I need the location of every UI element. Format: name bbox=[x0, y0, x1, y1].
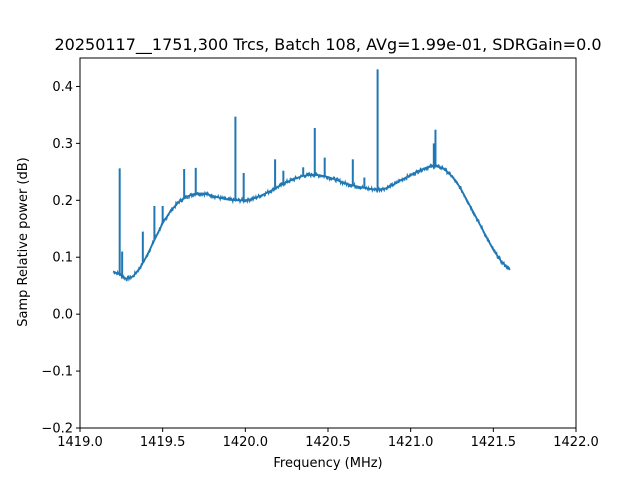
y-tick-label: 0.1 bbox=[52, 251, 73, 266]
plot-area bbox=[79, 57, 577, 429]
x-tick-label: 1419.0 bbox=[57, 435, 103, 450]
chart-title: 20250117__1751,300 Trcs, Batch 108, AVg=… bbox=[54, 35, 601, 55]
y-tick-label: −0.1 bbox=[41, 365, 73, 380]
x-tick-label: 1422.0 bbox=[553, 435, 599, 450]
y-axis-label: Samp Relative power (dB) bbox=[16, 157, 31, 326]
x-tick-label: 1420.0 bbox=[223, 435, 269, 450]
y-axis: −0.2 −0.1 0.0 0.1 0.2 0.3 0.4 bbox=[41, 80, 80, 437]
axes-frame bbox=[79, 57, 577, 429]
x-tick-label: 1421.0 bbox=[388, 435, 434, 450]
series-noise bbox=[113, 163, 511, 282]
y-tick-label: 0.2 bbox=[52, 194, 73, 209]
x-tick-label: 1420.5 bbox=[305, 435, 351, 450]
x-axis: 1419.0 1419.5 1420.0 1420.5 1421.0 1421.5 1422… bbox=[57, 428, 599, 450]
y-tick-label: 0.4 bbox=[52, 80, 73, 95]
series-line bbox=[112, 165, 511, 280]
x-tick-label: 1419.5 bbox=[140, 435, 186, 450]
y-tick-label: 0.0 bbox=[52, 308, 73, 323]
y-tick-label: 0.3 bbox=[52, 137, 73, 152]
y-tick-label: −0.2 bbox=[41, 422, 73, 437]
x-axis-label: Frequency (MHz) bbox=[273, 456, 382, 471]
x-tick-label: 1421.5 bbox=[471, 435, 517, 450]
